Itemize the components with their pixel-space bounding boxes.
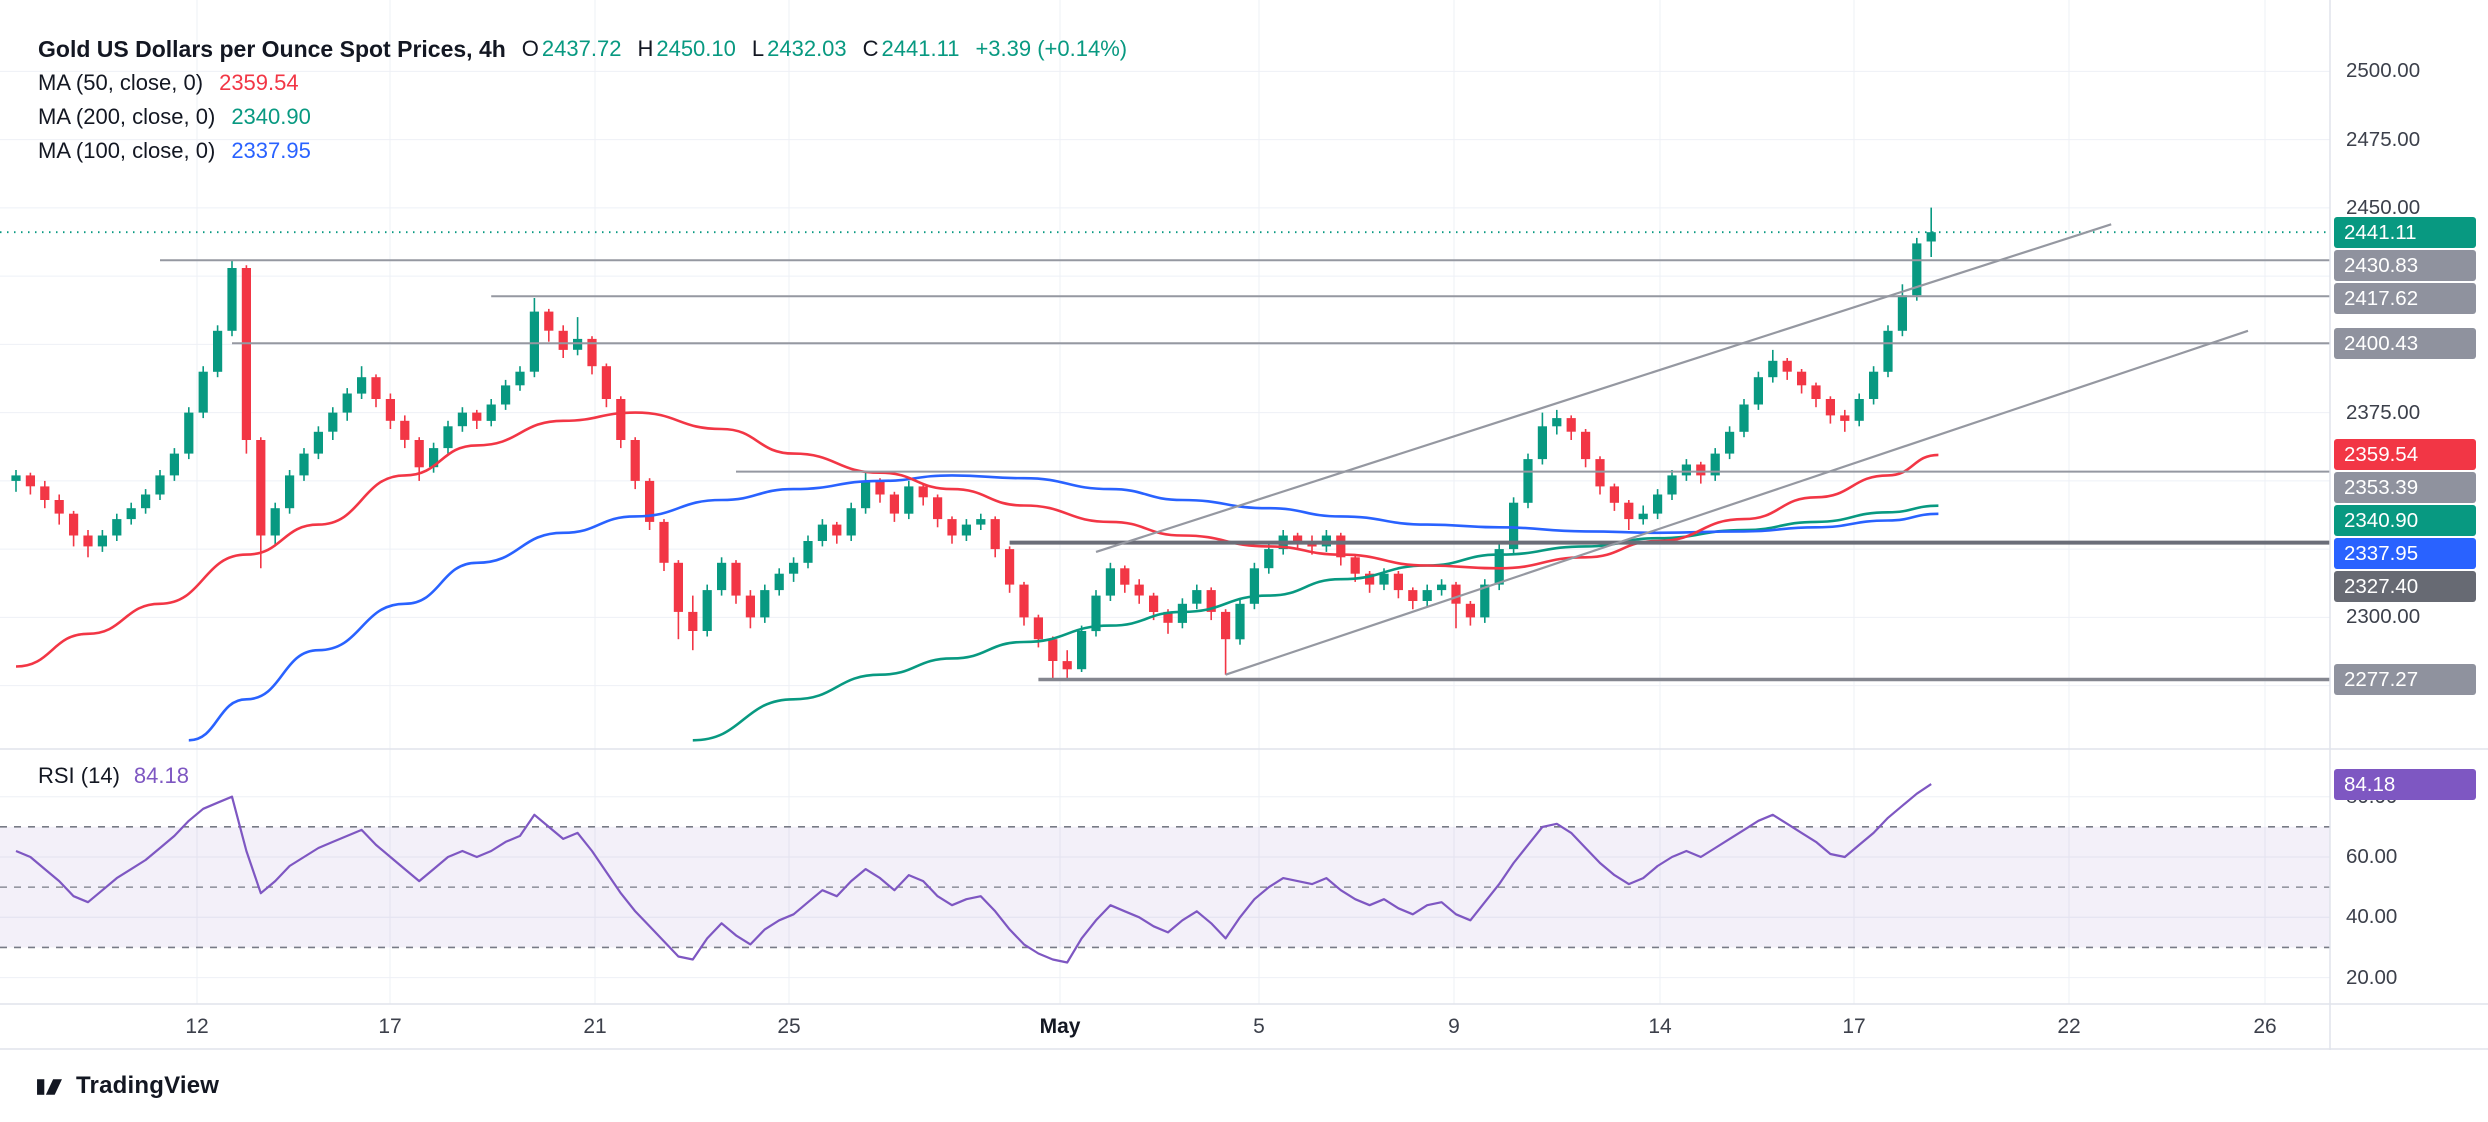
ma200-value: 2340.90	[231, 104, 311, 129]
price-label-badge: 2359.54	[2334, 439, 2476, 471]
time-label: 17	[1842, 1015, 1866, 1038]
attribution-bar: TradingView	[0, 1050, 2488, 1122]
tradingview-logo-icon[interactable]	[36, 1073, 63, 1100]
tradingview-brand[interactable]: TradingView	[76, 1072, 220, 1099]
ma100-line	[188, 474, 1939, 742]
time-label: May	[1039, 1015, 1081, 1038]
price-axis[interactable]: 2500.002475.002450.002375.002300.0080.00…	[2330, 0, 2488, 1050]
main-chart-legend: Gold US Dollars per Ounce Spot Prices, 4…	[38, 32, 1127, 168]
ma200-legend-row[interactable]: MA (200, close, 0) 2340.90	[38, 100, 1127, 134]
ma200-label: MA (200, close, 0)	[38, 104, 216, 129]
price-tick-label: 2300.00	[2346, 605, 2421, 629]
rsi-value-badge: 84.18	[2334, 768, 2476, 800]
ohlc-high: H 2450.10	[637, 36, 736, 61]
ma50-legend-row[interactable]: MA (50, close, 0) 2359.54	[38, 66, 1127, 100]
ma100-legend-row[interactable]: MA (100, close, 0) 2337.95	[38, 134, 1127, 168]
time-label: 22	[2057, 1015, 2081, 1038]
candlestick-series	[11, 207, 1936, 681]
time-label: 14	[1648, 1015, 1672, 1038]
price-tick-label: 2450.00	[2346, 195, 2421, 219]
price-tick-label: 2475.00	[2346, 127, 2421, 151]
trend-lines[interactable]	[1095, 223, 2249, 676]
ohlc-close: C 2441.11	[862, 36, 960, 61]
price-change: +3.39 (+0.14%)	[975, 36, 1128, 61]
ohlc-low: L 2432.03	[751, 36, 847, 61]
time-label: 21	[583, 1015, 607, 1038]
ma200-line	[692, 504, 1939, 742]
time-label: 26	[2253, 1015, 2277, 1038]
time-label: 17	[378, 1015, 402, 1038]
rsi-legend-row[interactable]: RSI (14) 84.18	[38, 763, 189, 789]
ohlc-open-value: 2437.72	[541, 36, 622, 61]
rsi-tick-label: 40.00	[2346, 905, 2398, 929]
time-axis[interactable]: 12 17 21 25 May 5 9 14 17 22 26	[0, 1004, 2488, 1050]
ma50-label: MA (50, close, 0)	[38, 70, 204, 95]
time-label: 5	[1253, 1015, 1265, 1038]
time-label: 25	[777, 1015, 801, 1038]
symbol-title: Gold US Dollars per Ounce Spot Prices, 4…	[38, 35, 506, 62]
price-tick-label: 2500.00	[2346, 59, 2421, 83]
price-tick-label: 2375.00	[2346, 400, 2421, 424]
price-label-badge: 2353.39	[2334, 472, 2476, 504]
ma50-value: 2359.54	[219, 70, 299, 95]
horizontal-level-lines[interactable]	[0, 231, 2330, 682]
price-label-badge: 2417.62	[2334, 282, 2476, 314]
ma100-label: MA (100, close, 0)	[38, 138, 216, 163]
rsi-tick-label: 20.00	[2346, 965, 2398, 989]
ohlc-close-value: 2441.11	[881, 36, 960, 61]
rsi-line	[15, 783, 1932, 964]
rsi-value: 84.18	[133, 763, 189, 788]
ohlc-open: O 2437.72	[521, 36, 622, 61]
rsi-tick-label: 60.00	[2346, 845, 2398, 868]
ma100-value: 2337.95	[231, 138, 311, 163]
rsi-band	[0, 826, 2330, 949]
price-label-badge: 2277.27	[2334, 663, 2476, 695]
ohlc-high-value: 2450.10	[656, 36, 736, 61]
price-label-badge: 2327.40	[2334, 571, 2476, 603]
symbol-legend-row[interactable]: Gold US Dollars per Ounce Spot Prices, 4…	[38, 32, 1127, 66]
price-label-badge: 2340.90	[2334, 505, 2476, 537]
price-label-badge: 2441.11	[2334, 216, 2476, 248]
rsi-label: RSI (14)	[38, 763, 120, 788]
price-label-badge: 2400.43	[2334, 327, 2476, 359]
ohlc-low-value: 2432.03	[767, 36, 847, 61]
time-label: 12	[185, 1015, 209, 1038]
time-label: 9	[1448, 1015, 1460, 1038]
chart-canvas[interactable]	[0, 0, 2488, 1050]
price-label-badge: 2430.83	[2334, 249, 2476, 281]
pane-separators	[0, 0, 2488, 1050]
price-label-badge: 2337.95	[2334, 538, 2476, 570]
